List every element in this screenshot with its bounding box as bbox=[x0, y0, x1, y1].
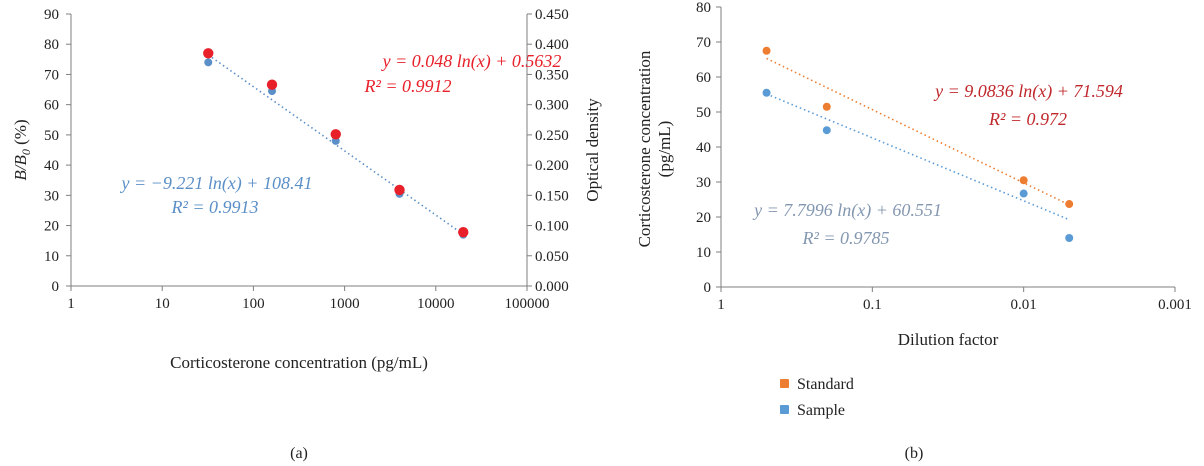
y-tick-label-b: 60 bbox=[696, 70, 711, 86]
right-y-tick-label-a: 0.350 bbox=[535, 67, 569, 83]
right-y-tick-label-a: 0.050 bbox=[535, 249, 569, 265]
equation-red-a: y = 0.048 ln(x) + 0.5632 bbox=[381, 51, 562, 72]
x-tick-label-b: 0.001 bbox=[1158, 297, 1192, 313]
panel-a-xlabel: Corticosterone concentration (pg/mL) bbox=[170, 353, 428, 372]
y-tick-label-b: 50 bbox=[696, 105, 711, 121]
data-point-standard bbox=[1019, 176, 1028, 185]
data-point-red-a bbox=[330, 129, 341, 140]
left-y-tick-label-a: 40 bbox=[44, 158, 59, 174]
y-tick-label-b: 30 bbox=[696, 175, 711, 191]
panel-b-ylabel-line2: (pg/mL) bbox=[655, 121, 674, 178]
panel-b-label: (b) bbox=[905, 445, 924, 462]
r-squared-red-a: R² = 0.9912 bbox=[363, 76, 451, 96]
equation-sample: y = 7.7996 ln(x) + 60.551 bbox=[752, 200, 942, 221]
data-point-standard bbox=[1065, 200, 1074, 209]
panel-a-label: (a) bbox=[290, 445, 308, 462]
r-squared-blue-a: R² = 0.9913 bbox=[170, 197, 258, 217]
x-tick-label-b: 1 bbox=[717, 297, 725, 313]
x-tick-label-a: 10 bbox=[155, 296, 170, 312]
left-y-tick-label-a: 30 bbox=[44, 188, 59, 204]
right-y-tick-label-a: 0.000 bbox=[535, 279, 569, 295]
x-tick-label-a: 1000 bbox=[330, 296, 360, 312]
x-tick-label-a: 10000 bbox=[417, 296, 455, 312]
data-point-standard bbox=[822, 102, 831, 111]
plot-area-b: 1 0.1 0.01 0.001 0 10 20 30 40 50 60 70 80 y = 9.0836… bbox=[696, 0, 1192, 313]
plot-area-a: 1 10 100 1000 10000 100000 0 10 20 30 40 50 60 70 80 90… bbox=[44, 7, 569, 312]
y-tick-label-b: 80 bbox=[696, 0, 711, 16]
left-y-tick-label-a: 60 bbox=[44, 98, 59, 114]
data-point-red-a bbox=[266, 79, 278, 90]
left-y-tick-label-a: 10 bbox=[44, 249, 59, 265]
panel-b: Dilution factor Corticosterone concentra… bbox=[635, 50, 999, 462]
trendline-standard bbox=[766, 57, 1070, 206]
left-y-tick-label-a: 50 bbox=[44, 128, 59, 144]
left-y-tick-label-a: 20 bbox=[44, 219, 59, 235]
data-point-sample bbox=[762, 88, 771, 97]
legend-sample-label: Sample bbox=[797, 402, 845, 419]
right-y-tick-label-a: 0.450 bbox=[535, 7, 569, 23]
data-point-sample bbox=[822, 126, 831, 135]
data-point-red-a bbox=[458, 227, 469, 238]
r-squared-sample: R² = 0.9785 bbox=[801, 228, 889, 248]
left-y-tick-label-a: 0 bbox=[52, 279, 60, 295]
trendline-sample bbox=[766, 93, 1070, 221]
panel-b-xlabel: Dilution factor bbox=[898, 330, 999, 349]
right-y-tick-label-a: 0.100 bbox=[535, 219, 569, 235]
x-tick-label-a: 100000 bbox=[505, 296, 550, 312]
legend-sample-marker bbox=[780, 405, 789, 414]
data-point-red-a bbox=[394, 184, 405, 196]
right-y-tick-label-a: 0.150 bbox=[535, 188, 569, 204]
x-tick-label-a: 100 bbox=[242, 296, 265, 312]
y-tick-label-b: 70 bbox=[696, 35, 711, 51]
panel-b-ylabel-line1: Corticosterone concentration bbox=[635, 50, 654, 247]
y-tick-label-b: 10 bbox=[696, 245, 711, 261]
panel-a-ylabel-main: B/B bbox=[11, 155, 30, 181]
y-tick-label-b: 0 bbox=[704, 280, 712, 296]
equation-standard: y = 9.0836 ln(x) + 71.594 bbox=[933, 81, 1123, 102]
panel-a-ylabel-sub: 0 bbox=[19, 149, 33, 155]
y-tick-label-b: 20 bbox=[696, 210, 711, 226]
data-point-sample bbox=[1019, 189, 1028, 198]
x-tick-label-b: 0.01 bbox=[1011, 297, 1037, 313]
data-point-sample bbox=[1065, 234, 1074, 242]
panel-a-ylabel-left: B/B0 (%) bbox=[11, 119, 33, 180]
right-y-tick-label-a: 0.200 bbox=[535, 158, 569, 174]
legend-standard-label: Standard bbox=[797, 376, 854, 393]
equation-blue-a: y = −9.221 ln(x) + 108.41 bbox=[120, 173, 313, 194]
r-squared-standard: R² = 0.972 bbox=[988, 109, 1067, 129]
panel-a-ylabel-unit: (%) bbox=[11, 119, 30, 149]
data-point-blue-a bbox=[204, 58, 213, 67]
x-tick-label-a: 1 bbox=[67, 296, 75, 312]
panel-a: Corticosterone concentration (pg/mL) B/B… bbox=[11, 98, 602, 462]
data-point-standard bbox=[762, 46, 771, 55]
y-tick-label-b: 40 bbox=[696, 140, 711, 156]
left-y-tick-label-a: 80 bbox=[44, 37, 59, 53]
right-y-tick-label-a: 0.300 bbox=[535, 98, 569, 114]
panel-a-ylabel-right: Optical density bbox=[583, 98, 602, 202]
left-y-tick-label-a: 90 bbox=[44, 7, 59, 23]
right-y-tick-label-a: 0.400 bbox=[535, 37, 569, 53]
x-tick-label-b: 0.1 bbox=[863, 297, 882, 313]
left-y-tick-label-a: 70 bbox=[44, 67, 59, 83]
data-point-red-a bbox=[203, 48, 214, 59]
legend-standard-marker bbox=[780, 379, 789, 388]
right-y-tick-label-a: 0.250 bbox=[535, 128, 569, 144]
legend: Standard Sample bbox=[780, 376, 854, 419]
